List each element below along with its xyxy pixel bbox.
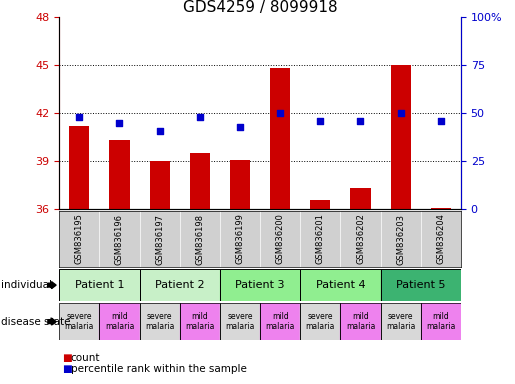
Point bbox=[156, 127, 164, 134]
Text: GSM836195: GSM836195 bbox=[75, 214, 84, 265]
Bar bbox=[270, 68, 290, 209]
Bar bbox=[350, 189, 370, 209]
Text: GSM836198: GSM836198 bbox=[195, 214, 204, 265]
Point bbox=[356, 118, 365, 124]
Text: mild
malaria: mild malaria bbox=[265, 312, 295, 331]
Bar bbox=[260, 303, 300, 340]
Bar bbox=[109, 141, 129, 209]
Bar bbox=[300, 303, 340, 340]
Bar bbox=[59, 269, 140, 301]
Bar bbox=[220, 269, 300, 301]
Text: GSM836196: GSM836196 bbox=[115, 214, 124, 265]
Bar bbox=[69, 126, 89, 209]
Text: GSM836199: GSM836199 bbox=[235, 214, 245, 265]
Point bbox=[75, 114, 83, 120]
Point bbox=[437, 118, 445, 124]
Point bbox=[276, 110, 284, 116]
Point bbox=[397, 110, 405, 116]
Bar bbox=[390, 65, 410, 209]
Text: severe
malaria: severe malaria bbox=[225, 312, 255, 331]
Bar bbox=[59, 303, 99, 340]
Text: individual: individual bbox=[1, 280, 52, 290]
Text: GSM836203: GSM836203 bbox=[396, 214, 405, 265]
Text: severe
malaria: severe malaria bbox=[145, 312, 175, 331]
Bar bbox=[230, 161, 250, 209]
Text: severe
malaria: severe malaria bbox=[386, 312, 416, 331]
Text: mild
malaria: mild malaria bbox=[185, 312, 215, 331]
Bar bbox=[381, 269, 461, 301]
Title: GDS4259 / 8099918: GDS4259 / 8099918 bbox=[183, 0, 337, 15]
Bar bbox=[149, 161, 169, 209]
Text: count: count bbox=[71, 353, 100, 363]
Bar bbox=[180, 303, 220, 340]
Bar bbox=[421, 303, 461, 340]
Point bbox=[115, 120, 124, 126]
Text: GSM836201: GSM836201 bbox=[316, 214, 325, 265]
Text: Patient 3: Patient 3 bbox=[235, 280, 285, 290]
Text: Patient 5: Patient 5 bbox=[396, 280, 445, 290]
Bar bbox=[431, 208, 451, 209]
Text: disease state: disease state bbox=[1, 316, 71, 327]
Text: mild
malaria: mild malaria bbox=[105, 312, 134, 331]
Text: Patient 1: Patient 1 bbox=[75, 280, 124, 290]
Text: Patient 2: Patient 2 bbox=[155, 280, 204, 290]
Bar bbox=[190, 153, 210, 209]
Point bbox=[316, 118, 324, 124]
Bar bbox=[140, 269, 220, 301]
Text: severe
malaria: severe malaria bbox=[305, 312, 335, 331]
Text: mild
malaria: mild malaria bbox=[346, 312, 375, 331]
Text: GSM836204: GSM836204 bbox=[436, 214, 445, 265]
Bar bbox=[310, 200, 330, 209]
Text: GSM836200: GSM836200 bbox=[276, 214, 285, 265]
Bar bbox=[99, 303, 140, 340]
Text: ■: ■ bbox=[62, 353, 72, 363]
Bar bbox=[220, 303, 260, 340]
Bar bbox=[140, 303, 180, 340]
Point bbox=[236, 124, 244, 130]
Text: GSM836197: GSM836197 bbox=[155, 214, 164, 265]
Text: ■: ■ bbox=[62, 364, 72, 374]
Text: mild
malaria: mild malaria bbox=[426, 312, 456, 331]
Bar bbox=[300, 269, 381, 301]
Point bbox=[196, 114, 204, 120]
Bar bbox=[381, 303, 421, 340]
Text: percentile rank within the sample: percentile rank within the sample bbox=[71, 364, 247, 374]
Text: Patient 4: Patient 4 bbox=[316, 280, 365, 290]
Text: GSM836202: GSM836202 bbox=[356, 214, 365, 265]
Bar bbox=[340, 303, 381, 340]
Text: severe
malaria: severe malaria bbox=[64, 312, 94, 331]
